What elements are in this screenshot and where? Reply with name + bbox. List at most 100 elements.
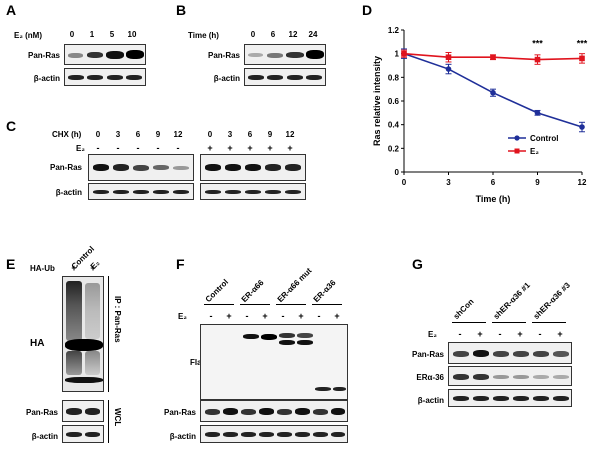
- e2-sign: +: [262, 311, 268, 321]
- ras-intensity-chart: 0 0.2 0.4 0.6 0.8 1 1.2 0 3 6 9 12 Time (h) Ras relat…: [372, 26, 588, 204]
- row-label-beta-actin: β-actin: [31, 432, 58, 441]
- blot-flag: [200, 324, 348, 400]
- group-label: ER-α66 mut: [275, 266, 314, 304]
- x-axis-label: Time (h): [476, 194, 511, 204]
- haub-sign: +: [71, 263, 77, 273]
- e2-sign: +: [227, 143, 233, 153]
- time-label: 24: [308, 30, 318, 39]
- y-tick-label: 0.2: [388, 144, 400, 153]
- row-label-beta-actin: β-actin: [417, 396, 444, 405]
- e2-sign: +: [557, 329, 563, 339]
- wcl-bracket: [108, 400, 109, 443]
- blot-beta-actin-control: [88, 183, 194, 200]
- time-label: 6: [270, 30, 276, 39]
- e2-sign: +: [226, 311, 232, 321]
- group-label: Control: [203, 277, 231, 304]
- e2-sign: -: [317, 311, 321, 321]
- chx-time-label: 9: [155, 130, 161, 139]
- row-label-pan-ras: Pan-Ras: [163, 408, 196, 417]
- blot-pan-ras: [64, 44, 146, 65]
- legend-label: Control: [530, 134, 558, 143]
- panel-d-letter: D: [362, 2, 373, 18]
- e2-sign: +: [287, 143, 293, 153]
- x-tick-label: 3: [446, 178, 451, 187]
- blot-pan-ras: [62, 400, 104, 422]
- e2-label: E₂: [428, 330, 437, 339]
- chx-time-label: 12: [173, 130, 183, 139]
- data-point: [490, 89, 496, 96]
- chx-time-label: 6: [135, 130, 141, 139]
- panel-c-letter: C: [6, 118, 17, 134]
- panel-a-condition-label: E₂ (nM): [14, 31, 42, 40]
- data-point: [445, 66, 452, 72]
- group-label: shER-α36 #3: [531, 280, 572, 321]
- data-point: [579, 124, 585, 130]
- significance-marker: ***: [532, 39, 543, 49]
- e2-sign: +: [207, 143, 213, 153]
- e2-sign: -: [538, 329, 542, 339]
- e2-sign: +: [477, 329, 483, 339]
- panel-b-letter: B: [176, 2, 187, 18]
- blot-pan-ras: [244, 44, 326, 65]
- chx-time-label: 0: [207, 130, 213, 139]
- panel-e-letter: E: [6, 256, 16, 272]
- row-label-beta-actin: β-actin: [213, 74, 240, 83]
- group-label: shCon: [451, 297, 476, 321]
- blot-pan-ras-e2: [200, 154, 306, 181]
- e2-sign: -: [176, 143, 180, 153]
- ip-label: IP : Pan-Ras: [113, 296, 122, 343]
- chx-time-label: 3: [227, 130, 233, 139]
- row-label-beta-actin: β-actin: [169, 432, 196, 441]
- y-tick-label: 1.2: [388, 26, 400, 35]
- ip-bracket: [108, 276, 109, 392]
- data-point: [579, 55, 585, 62]
- e2-sign: +: [267, 143, 273, 153]
- row-label-er-alpha-36: ERα-36: [416, 373, 444, 382]
- panel-a-letter: A: [6, 2, 17, 18]
- row-label-pan-ras: Pan-Ras: [207, 51, 240, 60]
- e2-sign: -: [458, 329, 462, 339]
- blot-pan-ras-control: [88, 154, 194, 181]
- group-label: ER-α36: [311, 278, 338, 304]
- time-label: 12: [288, 30, 298, 39]
- data-point: [401, 50, 407, 57]
- data-point: [534, 56, 541, 63]
- y-tick-label: 0: [395, 168, 400, 177]
- panel-f-letter: F: [176, 256, 185, 272]
- x-tick-label: 0: [402, 178, 407, 187]
- haub-label: HA-Ub: [30, 264, 55, 273]
- x-tick-label: 12: [578, 178, 587, 187]
- y-tick-label: 1: [395, 50, 400, 59]
- row-label-pan-ras: Pan-Ras: [25, 408, 58, 417]
- e2-sign: -: [116, 143, 120, 153]
- e2-sign: -: [245, 311, 249, 321]
- e2-sign: +: [517, 329, 523, 339]
- chx-time-label: 9: [267, 130, 273, 139]
- blot-beta-actin: [64, 68, 146, 86]
- group-label: shER-α36 #1: [491, 280, 532, 321]
- data-point: [445, 54, 452, 61]
- row-label-beta-actin: β-actin: [55, 188, 82, 197]
- e2-label: E₂: [76, 144, 85, 153]
- blot-pan-ras: [200, 400, 348, 422]
- data-point: [490, 54, 496, 61]
- y-axis-label: Ras relative intensity: [372, 56, 382, 146]
- y-tick-label: 0.6: [388, 97, 400, 106]
- blot-er-alpha-36: [448, 366, 572, 386]
- chx-time-label: 3: [115, 130, 121, 139]
- e2-sign: -: [136, 143, 140, 153]
- blot-beta-actin: [200, 425, 348, 443]
- time-label: 0: [250, 30, 256, 39]
- e2-sign: +: [298, 311, 304, 321]
- blot-pan-ras: [448, 342, 572, 364]
- panel-b-condition-label: Time (h): [188, 31, 219, 40]
- chx-time-label: 0: [95, 130, 101, 139]
- legend-label: E₂: [530, 147, 539, 156]
- haub-sign: +: [90, 263, 96, 273]
- legend-marker: [514, 148, 520, 154]
- data-point: [534, 110, 541, 116]
- y-tick-label: 0.8: [388, 73, 400, 82]
- e2-sign: -: [498, 329, 502, 339]
- group-label: ER-α66: [239, 278, 266, 304]
- blot-beta-actin: [244, 68, 326, 86]
